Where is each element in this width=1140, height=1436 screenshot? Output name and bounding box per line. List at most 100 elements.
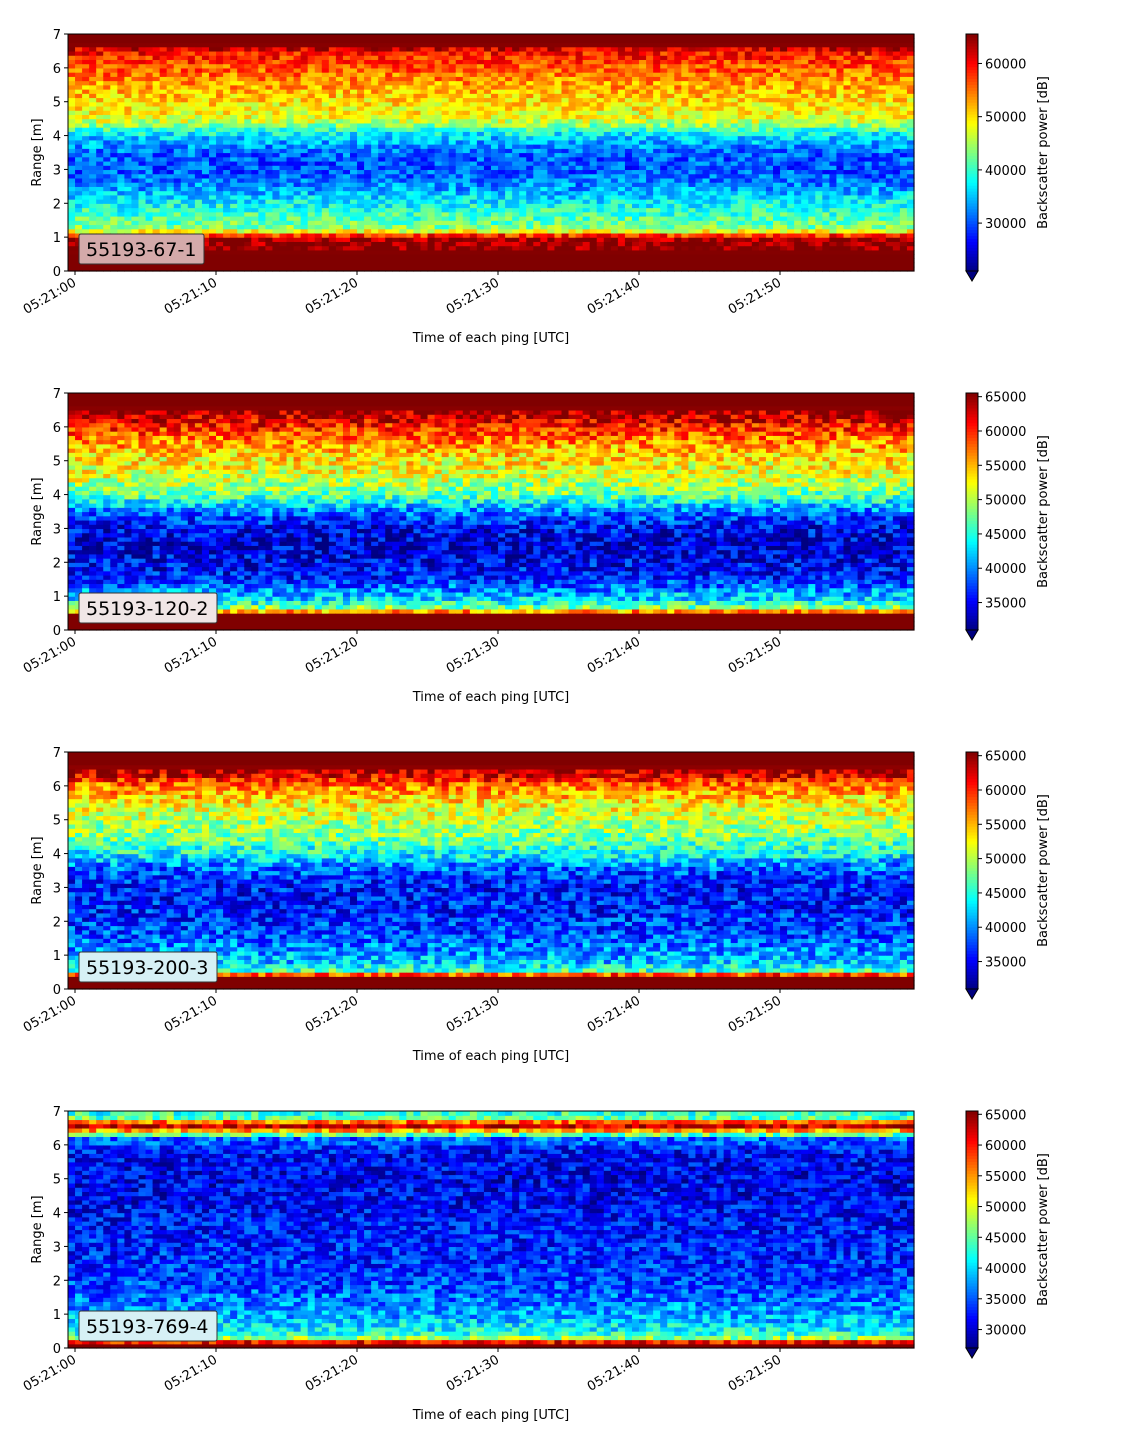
y-tick-label: 6 [53, 780, 61, 795]
y-tick-label: 1 [53, 231, 61, 246]
colorbar-tick-label: 40000 [985, 562, 1026, 577]
colorbar-extend-min [966, 989, 978, 999]
y-tick-label: 4 [53, 130, 61, 145]
y-tick-label: 5 [53, 455, 61, 470]
panel-2: 0 1 2 3 4 5 6 7 05:21:00 05:21:10 05:21:20 05:21:30… [21, 387, 1051, 705]
y-tick-label: 2 [53, 556, 61, 571]
colorbar-tick-label: 50000 [985, 1201, 1026, 1216]
colorbar-tick-label: 60000 [985, 425, 1026, 440]
y-tick-label: 2 [53, 1274, 61, 1289]
colorbar-tick-label: 60000 [985, 1139, 1026, 1154]
colorbar-label: Backscatter power [dB] [1036, 435, 1051, 588]
y-tick-label: 1 [53, 590, 61, 605]
panel-label: 55193-200-3 [86, 957, 209, 979]
panel-label: 55193-67-1 [86, 239, 196, 261]
colorbar-tick-label: 50000 [985, 494, 1026, 509]
x-tick-label: 05:21:40 [585, 993, 643, 1035]
y-tick-label: 3 [53, 522, 61, 537]
x-tick-label: 05:21:40 [585, 1352, 643, 1394]
y-tick-label: 7 [53, 28, 61, 43]
x-tick-label: 05:21:10 [162, 634, 220, 676]
colorbar-tick-label: 55000 [985, 1170, 1026, 1185]
y-tick-label: 3 [53, 163, 61, 178]
colorbar-tick-label: 30000 [985, 217, 1026, 232]
colorbar-extend-min [966, 630, 978, 640]
y-axis-label: Range [m] [30, 836, 45, 904]
x-tick-label: 05:21:50 [726, 634, 784, 676]
x-tick-label: 05:21:00 [21, 634, 79, 676]
colorbar-tick-label: 30000 [985, 1324, 1026, 1339]
x-tick-label: 05:21:50 [726, 1352, 784, 1394]
x-tick-label: 05:21:10 [162, 1352, 220, 1394]
x-tick-label: 05:21:50 [726, 275, 784, 317]
y-tick-label: 3 [53, 1240, 61, 1255]
y-tick-label: 1 [53, 1308, 61, 1323]
x-tick-label: 05:21:10 [162, 275, 220, 317]
colorbar: 35000400004500050000550006000065000Backs… [966, 750, 1051, 999]
y-axis-label: Range [m] [30, 118, 45, 186]
x-tick-label: 05:21:20 [303, 1352, 361, 1394]
y-tick-label: 0 [53, 1342, 61, 1357]
colorbar-tick-label: 40000 [985, 1262, 1026, 1277]
y-tick-label: 4 [53, 489, 61, 504]
colorbar: 30000 40000 50000 60000 Backscatter power [d… [966, 34, 1051, 281]
colorbar-tick-label: 40000 [985, 164, 1026, 179]
colorbar-tick-label: 40000 [985, 921, 1026, 936]
colorbar-tick-label: 60000 [985, 57, 1026, 72]
colorbar-tick-label: 65000 [985, 1108, 1026, 1123]
x-axis-label: Time of each ping [UTC] [412, 690, 570, 705]
colorbar-tick-label: 45000 [985, 1231, 1026, 1246]
x-tick-label: 05:21:40 [585, 634, 643, 676]
x-axis-label: Time of each ping [UTC] [412, 331, 570, 346]
colorbar-tick-label: 45000 [985, 528, 1026, 543]
panel-label: 55193-120-2 [86, 598, 209, 620]
x-tick-label: 05:21:00 [21, 1352, 79, 1394]
colorbar-tick-label: 55000 [985, 459, 1026, 474]
colorbar-tick-label: 65000 [985, 391, 1026, 406]
x-tick-label: 05:21:20 [303, 634, 361, 676]
y-tick-label: 5 [53, 814, 61, 829]
y-axis-label: Range [m] [30, 1195, 45, 1263]
colorbar: 30000 35000 40000 45000 50000 55000 60000 65000… [966, 1108, 1051, 1358]
x-tick-label: 05:21:30 [444, 1352, 502, 1394]
x-tick-label: 05:21:00 [21, 993, 79, 1035]
x-axis-label: Time of each ping [UTC] [412, 1049, 570, 1064]
x-tick-label: 05:21:10 [162, 993, 220, 1035]
colorbar-tick-label: 35000 [985, 597, 1026, 612]
x-tick-label: 05:21:30 [444, 275, 502, 317]
y-tick-label: 4 [53, 1207, 61, 1222]
colorbar-tick-label: 35000 [985, 1293, 1026, 1308]
y-tick-label: 5 [53, 96, 61, 111]
y-tick-label: 7 [53, 387, 61, 402]
y-tick-label: 0 [53, 624, 61, 639]
x-tick-label: 05:21:20 [303, 275, 361, 317]
y-tick-label: 2 [53, 197, 61, 212]
y-tick-label: 4 [53, 848, 61, 863]
y-tick-label: 1 [53, 949, 61, 964]
panel-label: 55193-769-4 [86, 1316, 209, 1338]
x-tick-label: 05:21:50 [726, 993, 784, 1035]
colorbar-tick-label: 55000 [985, 818, 1026, 833]
y-tick-label: 6 [53, 421, 61, 436]
y-tick-label: 3 [53, 881, 61, 896]
colorbar-extend-min [966, 271, 978, 281]
x-tick-label: 05:21:30 [444, 993, 502, 1035]
x-tick-label: 05:21:40 [585, 275, 643, 317]
y-tick-label: 6 [53, 1139, 61, 1154]
y-tick-label: 0 [53, 983, 61, 998]
colorbar-label: Backscatter power [dB] [1036, 794, 1051, 947]
y-tick-label: 6 [53, 62, 61, 77]
y-tick-label: 7 [53, 1105, 61, 1120]
x-tick-label: 05:21:30 [444, 634, 502, 676]
y-tick-label: 2 [53, 915, 61, 930]
colorbar-tick-label: 60000 [985, 784, 1026, 799]
x-tick-label: 05:21:00 [21, 275, 79, 317]
colorbar-tick-label: 35000 [985, 956, 1026, 971]
colorbar-label: Backscatter power [dB] [1036, 1153, 1051, 1306]
colorbar-tick-label: 65000 [985, 750, 1026, 765]
colorbar-label: Backscatter power [dB] [1036, 76, 1051, 229]
colorbar-tick-label: 50000 [985, 111, 1026, 126]
